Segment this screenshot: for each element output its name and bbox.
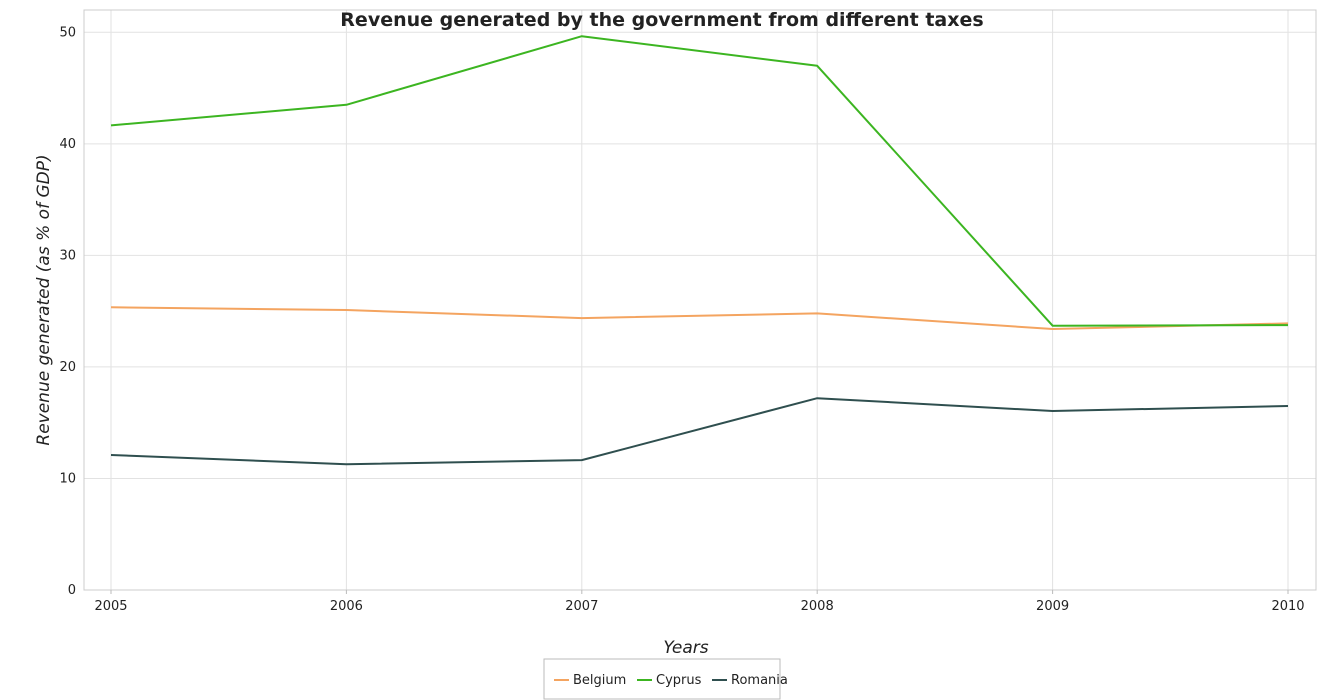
x-tick-label: 2009: [1036, 599, 1069, 614]
chart-title: Revenue generated by the government from…: [340, 9, 983, 31]
x-tick-label: 2006: [330, 599, 363, 614]
series-line-cyprus: [110, 35, 1289, 327]
y-tick-label: 20: [59, 360, 76, 375]
series-line-belgium: [110, 306, 1289, 330]
y-axis-label: Revenue generated (as % of GDP): [34, 154, 54, 445]
y-tick-label: 30: [59, 248, 76, 263]
legend-label-belgium: Belgium: [573, 673, 626, 688]
y-tick-label: 10: [59, 471, 76, 486]
x-tick-label: 2007: [565, 599, 598, 614]
grid: [84, 10, 1316, 591]
series-line-romania: [110, 397, 1289, 466]
legend-label-cyprus: Cyprus: [656, 673, 702, 688]
plot-frame: [83, 9, 1317, 591]
x-axis-ticks: 2005 2006 2007 2008 2009 2010: [94, 590, 1305, 614]
x-tick-label: 2005: [94, 599, 127, 614]
x-axis-label: Years: [663, 638, 708, 658]
x-tick-label: 2010: [1271, 599, 1304, 614]
series-lines: [110, 35, 1289, 466]
y-tick-label: 50: [59, 25, 76, 40]
y-tick-label: 40: [59, 137, 76, 152]
x-tick-label: 2008: [801, 599, 834, 614]
y-tick-label: 0: [68, 583, 76, 598]
y-axis-ticks: 0 10 20 30 40 50: [59, 25, 76, 598]
legend-label-romania: Romania: [731, 673, 788, 688]
legend: Belgium Cyprus Romania: [543, 658, 788, 700]
legend-box: [543, 658, 781, 700]
